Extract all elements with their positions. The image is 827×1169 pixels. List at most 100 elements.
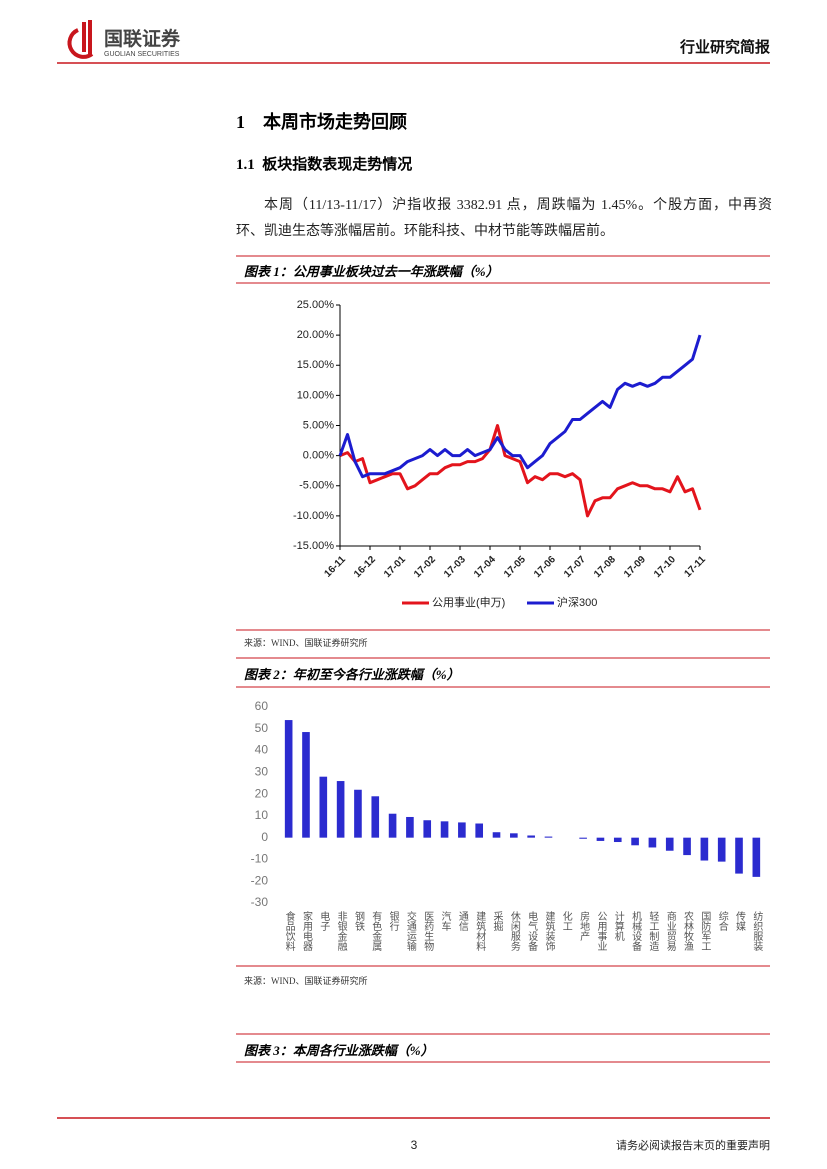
bar: [406, 816, 414, 838]
legend-label: 公用事业(申万): [432, 596, 505, 609]
y-tick-label: 20.00%: [297, 329, 335, 341]
figure-caption: 图表 2：年初至今各行业涨跌幅（%）: [244, 667, 460, 682]
bar: [336, 781, 345, 838]
bar: [388, 813, 397, 838]
page-number: 3: [411, 1138, 418, 1152]
y-tick-label: -15.00%: [293, 540, 334, 552]
y-tick-label: 50: [255, 721, 269, 735]
bar: [700, 837, 709, 861]
x-tick-label: 传媒: [734, 911, 746, 932]
disclaimer: 请务必阅读报告末页的重要声明: [616, 1138, 770, 1152]
y-tick-label: 0.00%: [303, 450, 334, 462]
x-tick-label: 商业贸易: [664, 910, 676, 952]
bar: [683, 837, 691, 856]
x-tick-label: 休闲服务: [508, 911, 520, 952]
bar: [423, 820, 432, 838]
x-tick-label: 17-07: [562, 554, 588, 580]
bar: [579, 837, 587, 839]
bar: [752, 837, 761, 877]
x-tick-label: 纺织服装: [751, 910, 763, 952]
bar: [510, 833, 518, 838]
x-tick-label: 17-08: [592, 554, 618, 580]
x-tick-label: 17-10: [652, 554, 678, 580]
bar: [631, 837, 639, 846]
x-tick-label: 电气设备: [526, 910, 538, 952]
legend-label: 沪深300: [557, 595, 597, 609]
heading-number: 1: [236, 112, 245, 132]
bar: [458, 822, 466, 838]
y-tick-label: -10.00%: [293, 510, 334, 522]
x-tick-label: 有色金属: [370, 910, 382, 952]
heading-number: 1.1: [236, 157, 255, 173]
figure-source: 来源：WIND、国联证券研究所: [244, 638, 368, 648]
x-tick-label: 17-05: [502, 554, 528, 580]
y-tick-label: 20: [255, 786, 269, 800]
bar: [648, 837, 657, 848]
x-tick-label: 钢铁: [352, 910, 364, 932]
bar: [665, 837, 674, 851]
x-tick-label: 交通运输: [404, 910, 416, 952]
series-line: [338, 334, 702, 479]
y-tick-label: 40: [255, 743, 269, 757]
figure-caption: 图表 1：公用事业板块过去一年涨跌幅（%）: [244, 264, 499, 279]
y-tick-label: -10: [251, 852, 269, 866]
bar: [596, 837, 605, 841]
x-tick-label: 化工: [560, 910, 572, 931]
bar: [527, 835, 535, 838]
bar: [440, 821, 449, 838]
x-tick-label: 综合: [716, 910, 728, 932]
logo-text: 国联证券: [104, 27, 181, 50]
bar: [735, 837, 743, 874]
x-tick-label: 17-02: [412, 554, 438, 580]
y-tick-label: 25.00%: [297, 299, 335, 311]
y-tick-label: 60: [255, 699, 269, 713]
heading-text: 板块指数表现走势情况: [262, 157, 413, 173]
logo-subtext: GUOLIAN SECURITIES: [104, 51, 180, 58]
x-tick-label: 房地产: [578, 910, 590, 942]
logo-icon: [67, 20, 94, 59]
figure-source: 来源：WIND、国联证券研究所: [244, 976, 368, 986]
x-tick-label: 17-09: [622, 554, 648, 580]
bar: [613, 837, 622, 843]
x-tick-label: 银行: [387, 910, 399, 932]
x-tick-label: 建筑装饰: [543, 910, 555, 952]
x-tick-label: 非银金融: [335, 911, 347, 952]
bar: [475, 823, 484, 838]
x-tick-label: 17-04: [472, 554, 498, 580]
x-tick-label: 17-11: [683, 554, 709, 580]
x-tick-label: 家用电器: [300, 910, 312, 952]
x-tick-label: 机械设备: [630, 910, 642, 952]
bar: [319, 776, 328, 838]
y-tick-label: -30: [251, 895, 269, 909]
figure-caption: 图表 3：本周各行业涨跌幅（%）: [244, 1043, 434, 1058]
bar: [492, 832, 501, 838]
x-tick-label: 17-01: [382, 554, 408, 580]
x-tick-label: 建筑材料: [474, 910, 486, 952]
x-tick-label: 采掘: [491, 911, 503, 932]
y-tick-label: 0: [261, 830, 268, 844]
x-tick-label: 医药生物: [422, 911, 434, 952]
bar: [371, 796, 380, 838]
x-tick-label: 17-06: [532, 554, 558, 580]
series-line: [339, 424, 702, 518]
x-tick-label: 17-03: [442, 554, 468, 580]
y-tick-label: -20: [251, 873, 269, 887]
bar: [284, 720, 293, 838]
bar: [717, 837, 726, 862]
section-heading: 1 本周市场走势回顾: [236, 108, 407, 134]
x-tick-label: 16-11: [323, 554, 349, 580]
bar: [544, 836, 553, 838]
x-tick-label: 食品饮料: [283, 910, 295, 952]
x-tick-label: 通信: [456, 911, 468, 932]
bar: [302, 732, 310, 838]
x-tick-label: 公用事业: [595, 911, 607, 951]
y-tick-label: -5.00%: [299, 480, 334, 492]
x-tick-label: 16-12: [352, 554, 378, 580]
subsection-heading: 1.1 板块指数表现走势情况: [236, 153, 412, 174]
heading-text: 本周市场走势回顾: [263, 112, 407, 132]
x-tick-label: 电子: [318, 910, 330, 931]
x-tick-label: 汽车: [439, 910, 451, 932]
x-tick-label: 国防军工: [699, 911, 711, 951]
